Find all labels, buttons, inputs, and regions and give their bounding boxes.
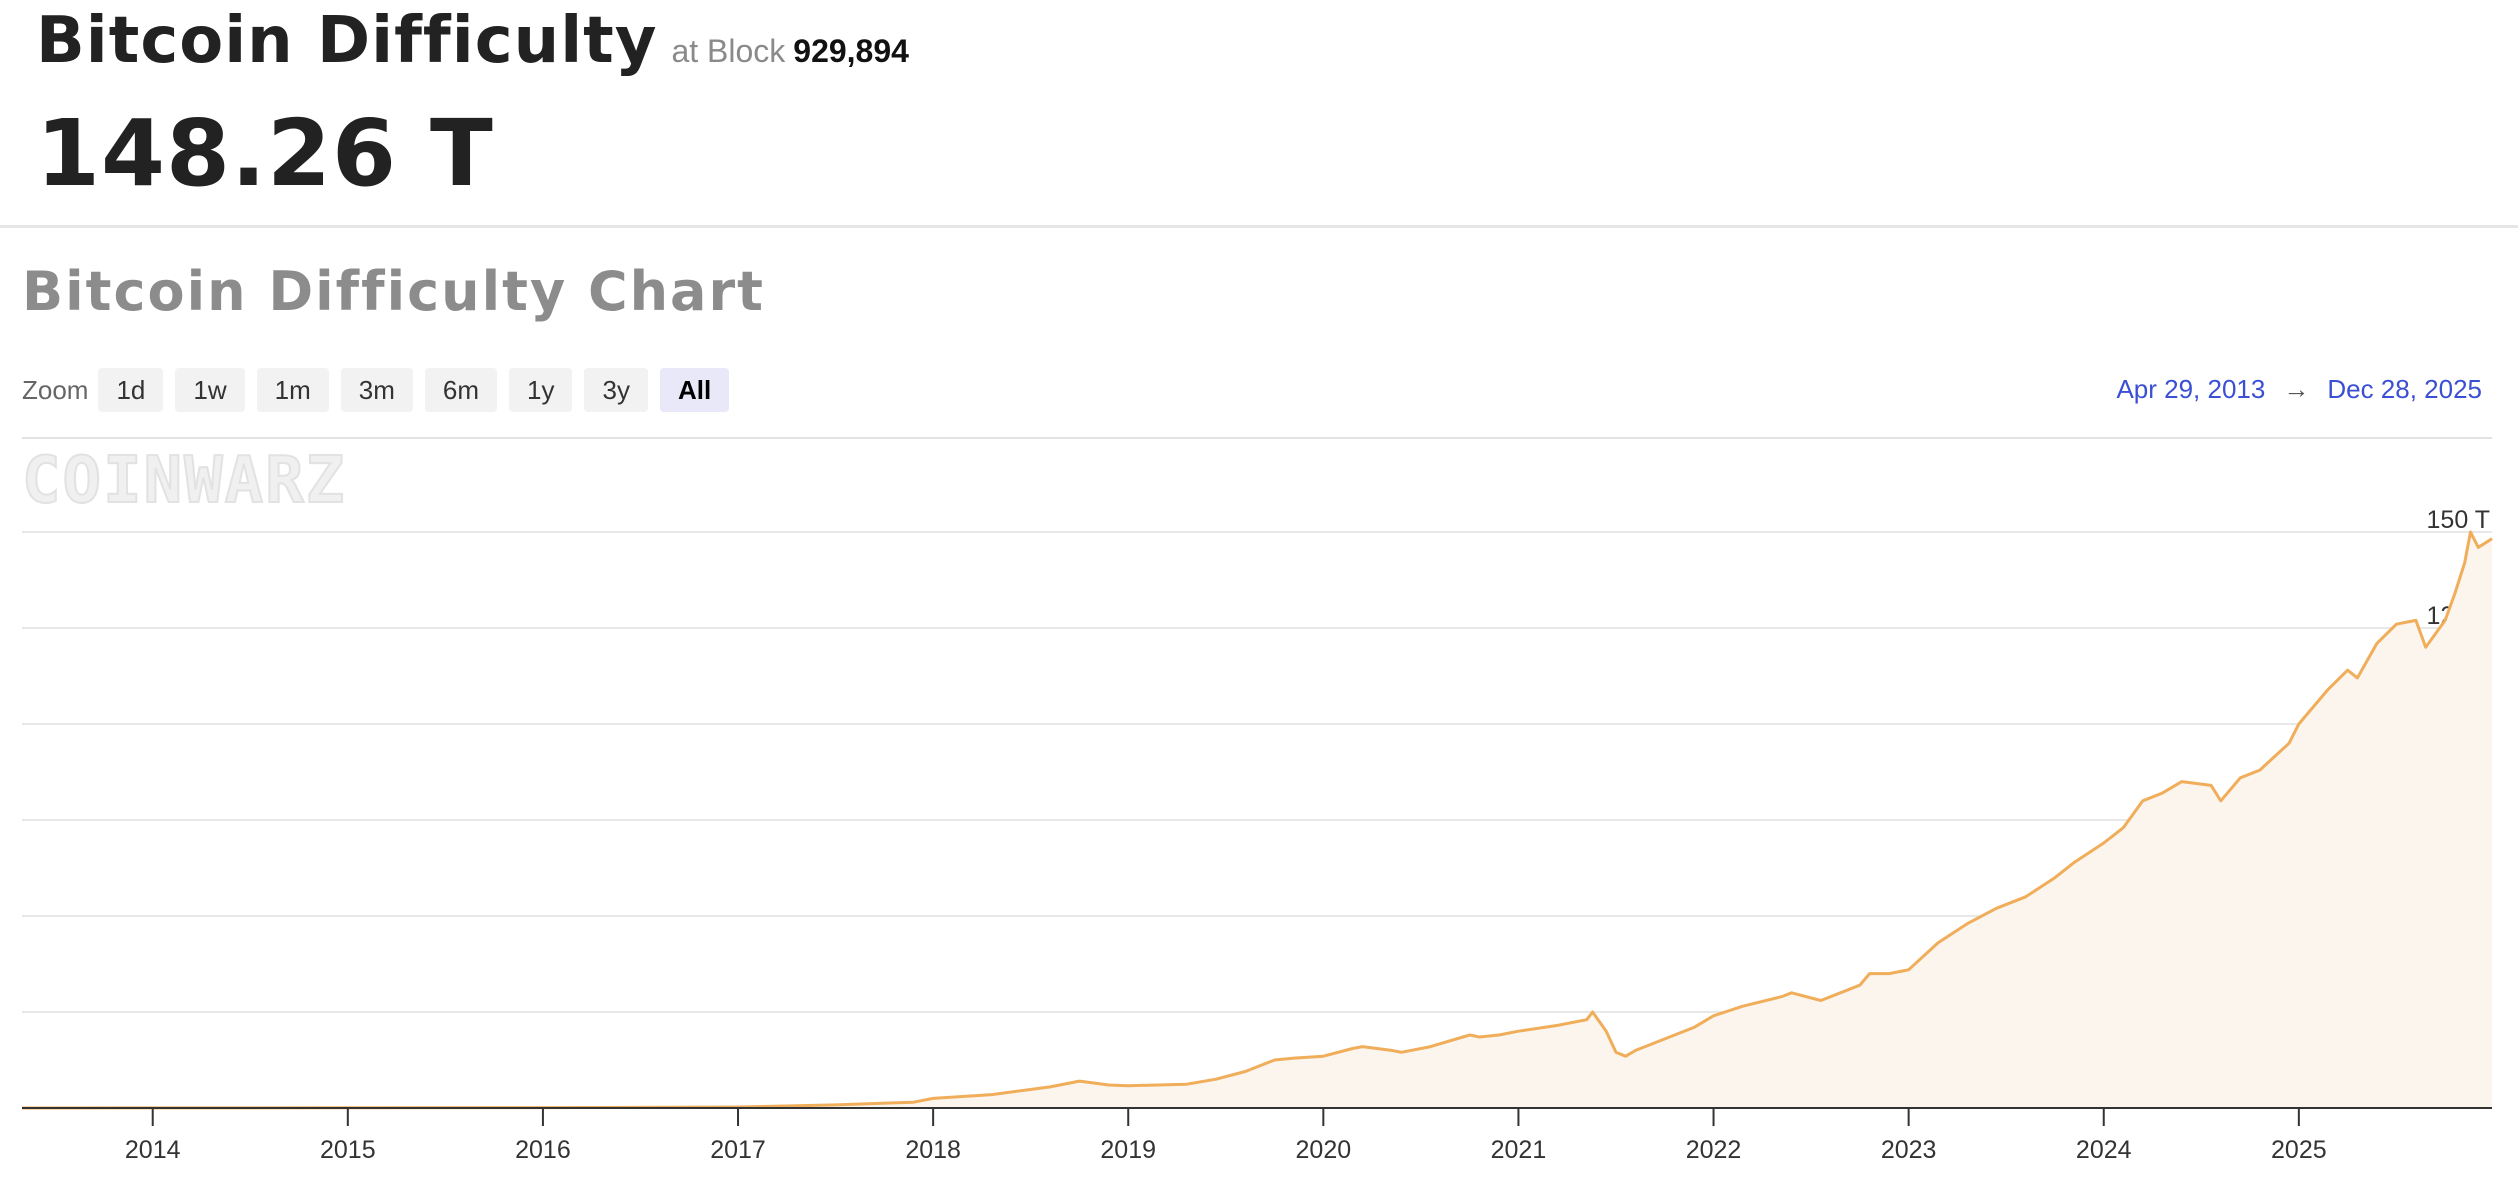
at-block-label: at Block: [671, 33, 786, 69]
series-area: [22, 532, 2492, 1108]
x-tick-label: 2018: [905, 1136, 961, 1164]
range-end-date[interactable]: Dec 28, 2025: [2327, 374, 2482, 404]
range-arrow-icon: →: [2283, 374, 2310, 404]
page-title: Bitcoin Difficulty: [36, 4, 658, 78]
zoom-3m-button[interactable]: 3m: [340, 368, 413, 412]
zoom-6m-button[interactable]: 6m: [424, 368, 498, 412]
zoom-1d-button[interactable]: 1d: [98, 368, 164, 412]
zoom-label: Zoom: [22, 374, 89, 405]
zoom-3y-button[interactable]: 3y: [584, 368, 648, 412]
x-tick-label: 2019: [1100, 1136, 1156, 1164]
x-tick-label: 2015: [320, 1136, 376, 1164]
title-row: Bitcoin Difficulty at Block 929,894: [36, 4, 909, 78]
x-tick-label: 2014: [125, 1136, 181, 1164]
x-tick-label: 2017: [710, 1136, 766, 1164]
chart-title: Bitcoin Difficulty Chart: [22, 260, 765, 323]
page-header: Bitcoin Difficulty at Block 929,894 148.…: [0, 0, 2518, 228]
y-tick-label: 150 T: [2427, 506, 2490, 534]
x-tick-label: 2025: [2271, 1136, 2327, 1164]
block-number: 929,894: [793, 33, 909, 69]
zoom-controls: Zoom 1d 1w 1m 3m 6m 1y 3y All: [22, 368, 741, 412]
x-tick-label: 2020: [1296, 1136, 1352, 1164]
date-range: Apr 29, 2013 → Dec 28, 2025: [2116, 374, 2482, 405]
zoom-1y-button[interactable]: 1y: [509, 368, 573, 412]
range-start-date[interactable]: Apr 29, 2013: [2116, 374, 2266, 404]
x-tick-label: 2016: [515, 1136, 571, 1164]
zoom-1w-button[interactable]: 1w: [175, 368, 245, 412]
x-tick-label: 2022: [1686, 1136, 1742, 1164]
chart-card: Bitcoin Difficulty Chart Zoom 1d 1w 1m 3…: [0, 228, 2518, 1192]
current-difficulty-value: 148.26 T: [36, 100, 494, 207]
zoom-1m-button[interactable]: 1m: [256, 368, 329, 412]
series-line: [21, 530, 2493, 1110]
x-tick-label: 2021: [1491, 1136, 1547, 1164]
coinwarz-watermark-logo: COINWARZ: [21, 443, 347, 519]
zoom-all-button[interactable]: All: [659, 368, 730, 412]
x-tick-label: 2024: [2076, 1136, 2132, 1164]
x-tick-label: 2023: [1881, 1136, 1937, 1164]
difficulty-chart[interactable]: 025 T50 T75 T100 T125 T150 T201420152016…: [0, 428, 2518, 1192]
